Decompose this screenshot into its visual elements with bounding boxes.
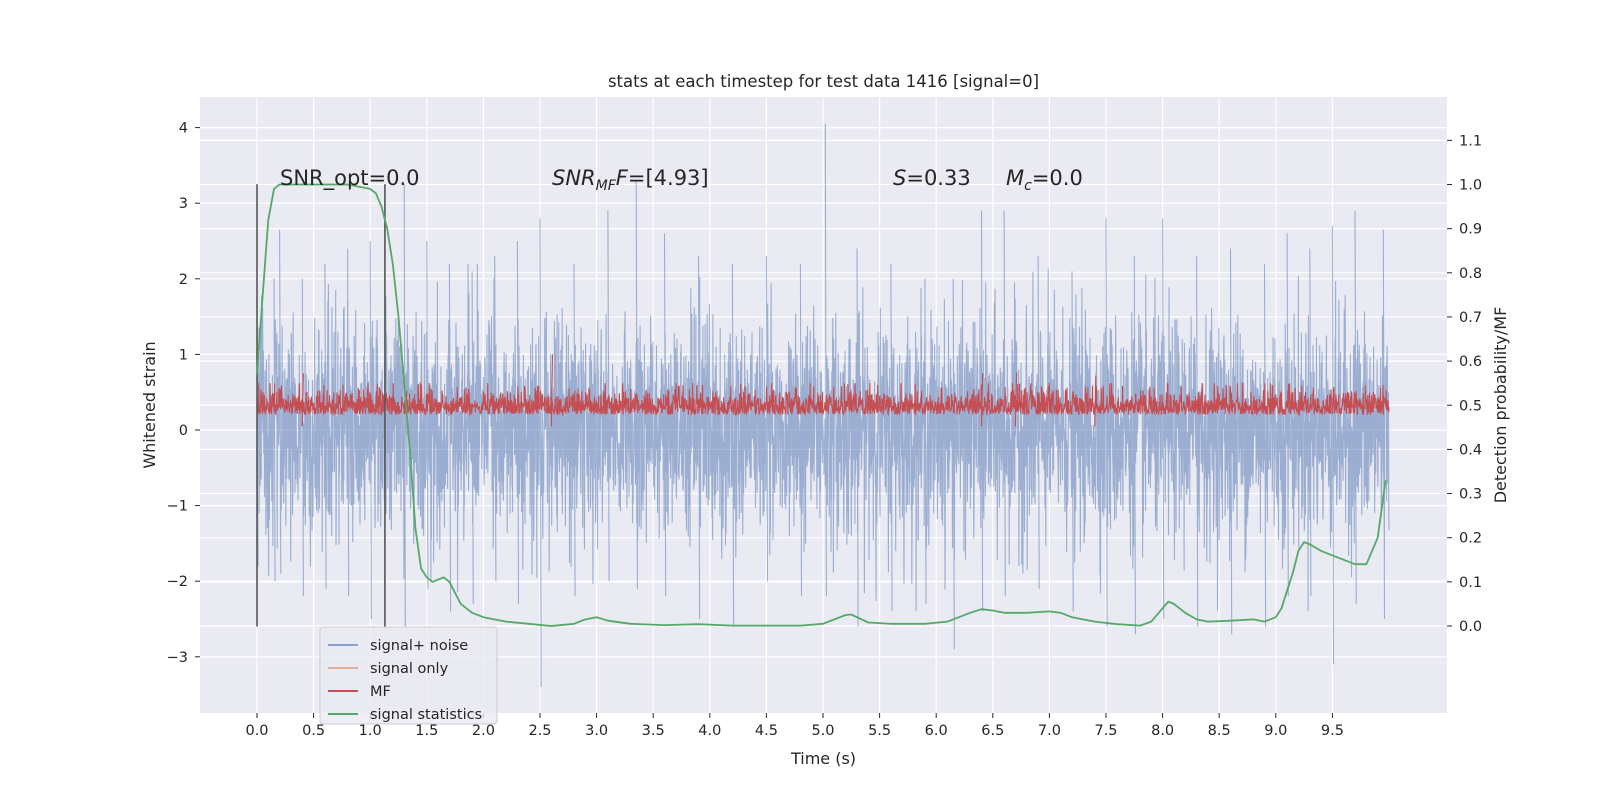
x-tick-label: 2.5 xyxy=(528,723,551,739)
legend-label: MF xyxy=(370,684,391,700)
x-axis-label: Time (s) xyxy=(790,749,856,768)
y2-tick-label: 0.8 xyxy=(1459,266,1482,282)
series-signal-statistics xyxy=(256,183,1387,627)
y2-tick-label: 0.3 xyxy=(1459,487,1482,503)
annotation-snr-mf: SNRMFF=[4.93] xyxy=(552,166,709,194)
y2-tick-label: 1.0 xyxy=(1459,178,1482,194)
snr-mf-value: =[4.93] xyxy=(628,166,709,190)
x-tick-label: 4.5 xyxy=(755,723,778,739)
x-tick-label: 6.0 xyxy=(925,723,948,739)
x-tick-label: 5.0 xyxy=(811,723,834,739)
x-tick-label: 1.0 xyxy=(359,723,382,739)
x-tick-label: 0.5 xyxy=(302,723,325,739)
x-tick-label: 9.5 xyxy=(1321,723,1344,739)
y2-tick-label: 0.9 xyxy=(1459,222,1482,238)
x-tick-label: 3.0 xyxy=(585,723,608,739)
x-tick-label: 5.5 xyxy=(868,723,891,739)
x-tick-label: 1.5 xyxy=(415,723,438,739)
x-tick-label: 3.5 xyxy=(642,723,665,739)
mc-italic: M xyxy=(1006,166,1024,190)
y2-tick-label: 1.1 xyxy=(1459,133,1482,149)
x-tick-label: 9.0 xyxy=(1264,723,1287,739)
annotations: SNR_opt=0.0 SNRMFF=[4.93] S=0.33 Mc=0.0 xyxy=(280,166,1083,194)
line-mf xyxy=(256,354,1390,427)
snr-mf-sub: MF xyxy=(596,178,617,194)
x-tick-label: 7.5 xyxy=(1094,723,1117,739)
y2-tick-label: 0.5 xyxy=(1459,398,1482,414)
y2-tick-label: 0.0 xyxy=(1459,619,1482,635)
y2-tick-label: 0.1 xyxy=(1459,575,1482,591)
x-tick-label: 2.0 xyxy=(472,723,495,739)
vertical-markers xyxy=(256,184,386,627)
legend-label: signal statistics xyxy=(370,707,482,723)
axis-ticks: 0.0 0.5 1.0 1.5 2.0 2.5 3.0 3.5 4.0 4.5 5.0 5.5 6.0 6… xyxy=(167,121,1482,739)
x-tick-label: 8.0 xyxy=(1151,723,1174,739)
y-tick-label: 2 xyxy=(179,272,188,288)
line-signal-statistics xyxy=(256,183,1387,627)
y-axis-label: Whitened strain xyxy=(140,341,159,468)
s-value: =0.33 xyxy=(906,166,970,190)
y-tick-label: 4 xyxy=(179,121,188,137)
y2-axis-label: Detection probability/MF xyxy=(1491,307,1510,504)
chart-title: stats at each timestep for test data 141… xyxy=(608,72,1039,91)
series-mf xyxy=(256,354,1390,427)
y2-tick-label: 0.6 xyxy=(1459,354,1482,370)
annotation-snr-opt: SNR_opt=0.0 xyxy=(280,166,420,191)
snr-mf-main: SNR xyxy=(552,166,596,190)
y-tick-label: −3 xyxy=(167,650,188,666)
x-tick-label: 8.5 xyxy=(1208,723,1231,739)
mc-value: =0.0 xyxy=(1032,166,1083,190)
y-tick-label: 3 xyxy=(179,196,188,212)
s-italic: S xyxy=(893,166,906,190)
y-tick-label: −2 xyxy=(167,574,188,590)
x-tick-label: 7.0 xyxy=(1038,723,1061,739)
legend-label: signal+ noise xyxy=(370,638,468,654)
legend-label: signal only xyxy=(370,661,449,677)
y-tick-label: 1 xyxy=(179,347,188,363)
y-tick-label: 0 xyxy=(179,423,188,439)
x-tick-label: 6.5 xyxy=(981,723,1004,739)
y2-tick-label: 0.7 xyxy=(1459,310,1482,326)
x-tick-label: 0.0 xyxy=(245,723,268,739)
x-tick-label: 4.0 xyxy=(698,723,721,739)
snr-mf-italic: F xyxy=(616,166,629,190)
legend-box xyxy=(319,626,498,725)
y2-tick-label: 0.2 xyxy=(1459,531,1482,547)
y2-tick-label: 0.4 xyxy=(1459,442,1482,458)
annotation-mc: Mc=0.0 xyxy=(1006,166,1083,194)
annotation-s: S=0.33 xyxy=(893,166,971,190)
legend: signal+ noise signal only MF signal statist… xyxy=(319,626,498,725)
y-tick-label: −1 xyxy=(167,499,188,515)
mc-sub: c xyxy=(1024,178,1032,194)
